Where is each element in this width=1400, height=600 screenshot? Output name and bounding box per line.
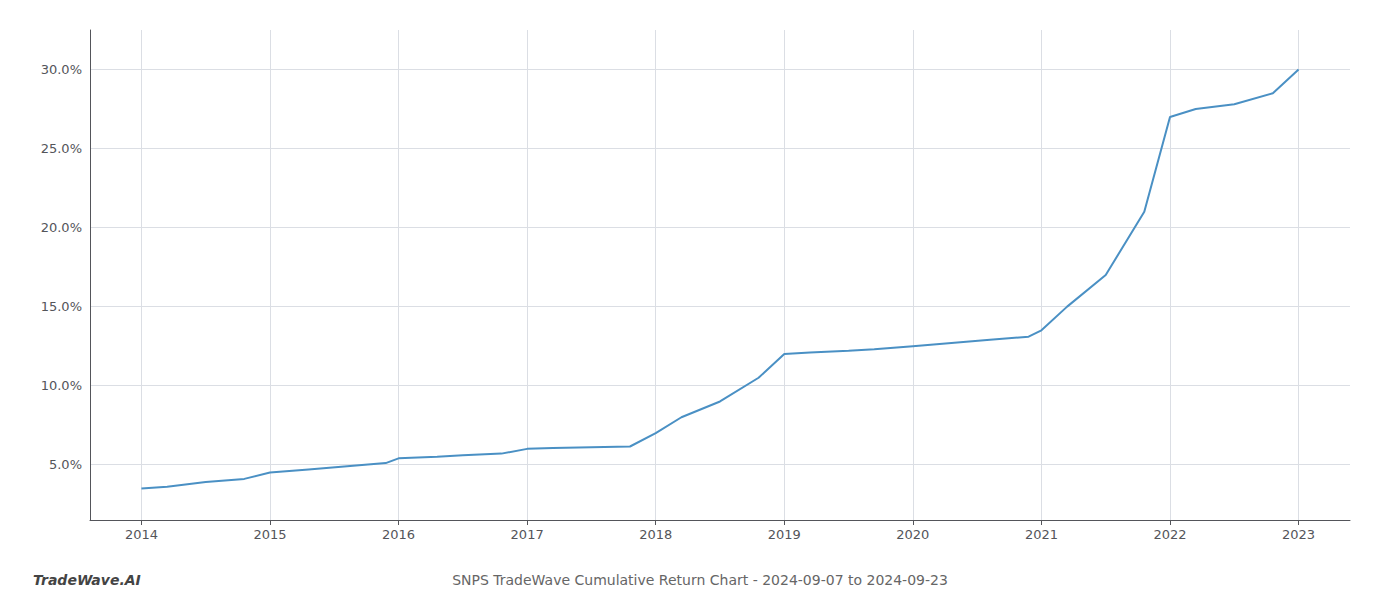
svg-text:5.0%: 5.0% [49, 457, 82, 472]
svg-text:2023: 2023 [1282, 527, 1315, 542]
svg-text:2019: 2019 [768, 527, 801, 542]
svg-text:2016: 2016 [382, 527, 415, 542]
svg-text:SNPS TradeWave Cumulative Retu: SNPS TradeWave Cumulative Return Chart -… [452, 572, 948, 588]
svg-text:TradeWave.AI: TradeWave.AI [33, 572, 141, 588]
svg-text:2021: 2021 [1025, 527, 1058, 542]
svg-text:25.0%: 25.0% [41, 141, 82, 156]
svg-text:10.0%: 10.0% [41, 378, 82, 393]
svg-text:20.0%: 20.0% [41, 220, 82, 235]
svg-text:2020: 2020 [896, 527, 929, 542]
svg-text:2015: 2015 [253, 527, 286, 542]
svg-text:2018: 2018 [639, 527, 672, 542]
svg-text:2014: 2014 [125, 527, 158, 542]
svg-text:2022: 2022 [1153, 527, 1186, 542]
svg-text:2017: 2017 [511, 527, 544, 542]
svg-text:30.0%: 30.0% [41, 62, 82, 77]
svg-text:15.0%: 15.0% [41, 299, 82, 314]
